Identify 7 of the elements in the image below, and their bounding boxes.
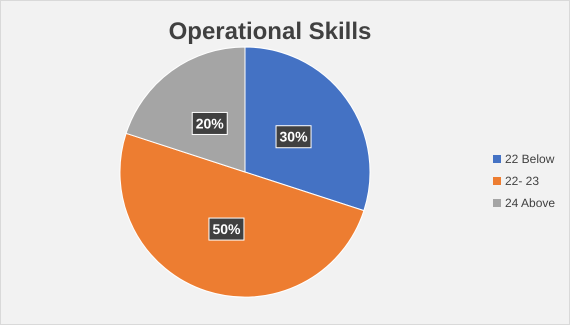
legend-label: 22- 23 (505, 174, 540, 188)
legend-label: 22 Below (505, 152, 555, 166)
chart-title: Operational Skills (168, 18, 372, 45)
data-label: 20% (196, 115, 224, 132)
data-label: 30% (280, 128, 308, 145)
data-label: 50% (212, 221, 242, 238)
legend-label: 24 Above (505, 196, 556, 210)
